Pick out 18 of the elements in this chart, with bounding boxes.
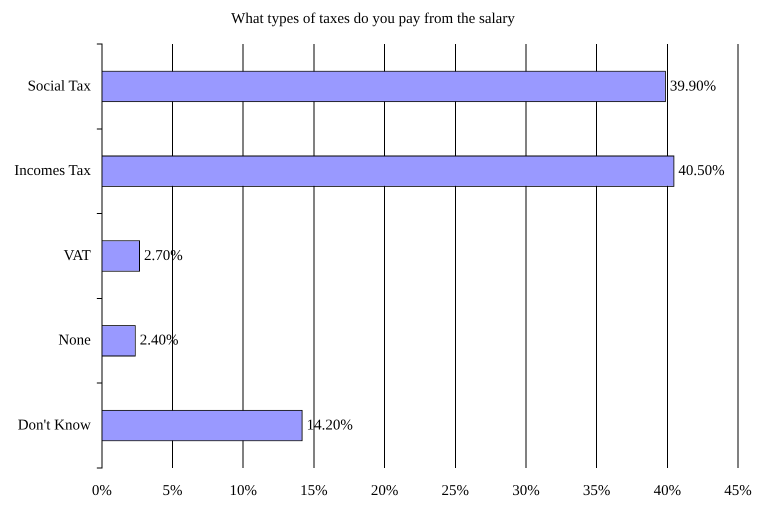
x-tick-label: 35% [582, 482, 610, 499]
y-tick-label: Social Tax [28, 78, 92, 94]
x-tick-label: 40% [654, 482, 682, 499]
x-tick-label: 0% [92, 482, 112, 499]
x-tick-label: 5% [162, 482, 183, 499]
x-tick-label: 45% [724, 482, 752, 499]
x-tick-label: 15% [300, 482, 328, 499]
y-tick-label: Don't Know [18, 418, 91, 434]
data-label: 39.90% [670, 78, 716, 94]
y-tick-label: VAT [64, 248, 91, 264]
y-tick-label: None [58, 332, 92, 349]
chart-title: What types of taxes do you pay from the salary [231, 10, 516, 27]
x-tick-label: 10% [229, 482, 257, 499]
x-tick-label: 30% [512, 482, 540, 499]
y-tick-label: Incomes Tax [14, 163, 92, 180]
x-tick-label: 20% [370, 482, 398, 499]
data-label: 40.50% [678, 163, 725, 180]
x-tick-label: 25% [442, 482, 470, 499]
